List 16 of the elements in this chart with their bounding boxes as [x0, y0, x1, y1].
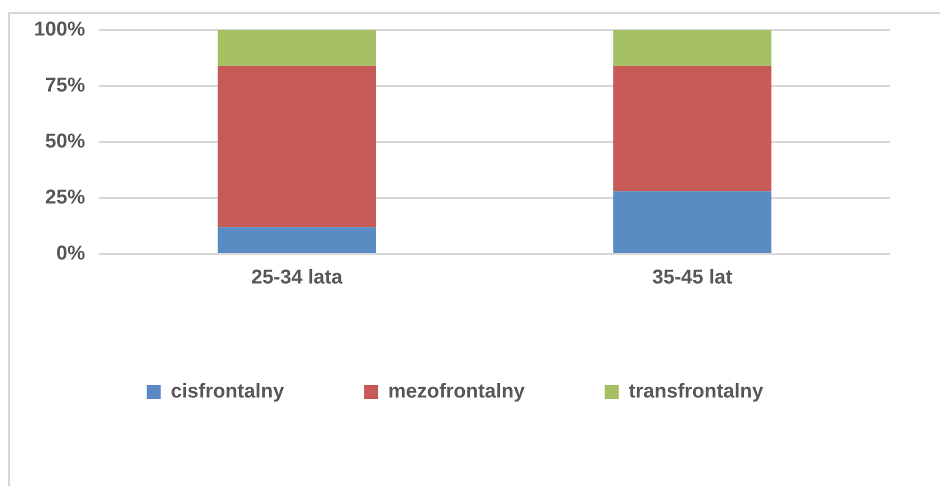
legend-label: transfrontalny — [628, 380, 764, 403]
y-tick-label: 50% — [45, 130, 86, 153]
bar — [218, 66, 376, 228]
y-tick-label: 25% — [45, 186, 86, 209]
x-tick-label: 25-34 lata — [251, 266, 344, 289]
legend-label: cisfrontalny — [170, 380, 285, 403]
x-tick-label: 35-45 lat — [652, 266, 733, 289]
y-tick-label: 100% — [34, 18, 86, 41]
y-tick-label: 0% — [56, 242, 86, 265]
bar — [613, 30, 772, 66]
y-tick-label: 75% — [45, 74, 86, 97]
bar — [613, 191, 772, 253]
bar — [218, 227, 376, 253]
bar — [218, 30, 376, 66]
legend-label: mezofrontalny — [388, 380, 526, 403]
bar — [613, 66, 772, 192]
